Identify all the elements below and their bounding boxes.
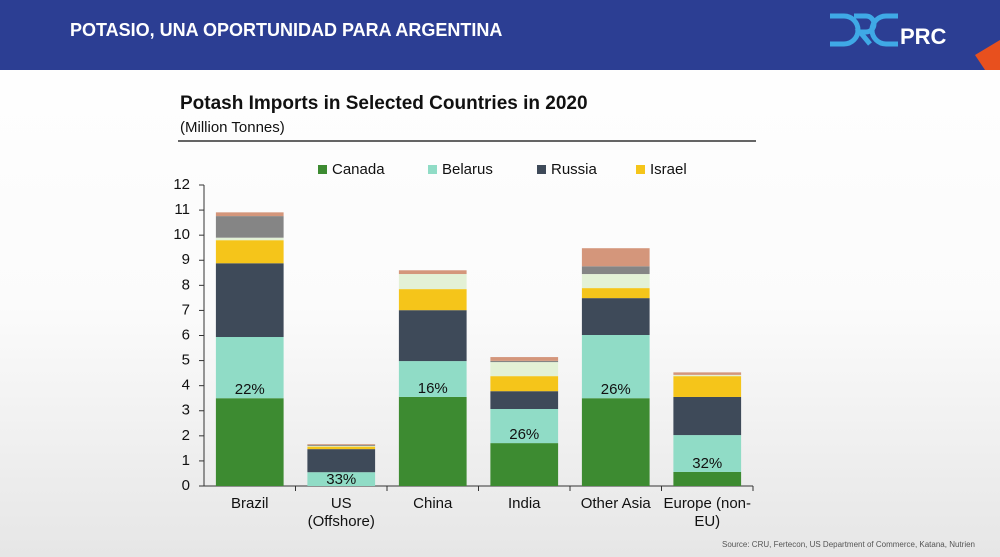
bar-segment — [673, 372, 742, 375]
x-tick-label: Brazil — [230, 495, 269, 512]
bar-segment — [581, 298, 650, 335]
bar-segment — [307, 445, 376, 447]
y-tick-label: 0 — [182, 477, 190, 494]
bar-segment — [307, 444, 376, 446]
bar-segment — [215, 212, 284, 217]
share-label: 32% — [692, 455, 722, 472]
logo-text: PRC — [900, 24, 947, 49]
bar-segment — [490, 357, 559, 361]
bar-segment — [490, 360, 559, 363]
y-tick-label: 7 — [182, 301, 190, 318]
bar-segment — [490, 443, 559, 486]
legend-label: Canada — [332, 161, 385, 178]
bar-segment — [581, 248, 650, 267]
y-tick-label: 11 — [174, 201, 190, 218]
y-tick-label: 10 — [173, 226, 190, 243]
bar-segment — [673, 435, 742, 472]
y-tick-label: 1 — [182, 452, 190, 469]
bar-segment — [398, 361, 467, 397]
bar-segment — [581, 334, 650, 399]
y-tick-label: 5 — [182, 352, 190, 369]
bar-segment — [307, 449, 376, 473]
y-tick-label: 8 — [182, 276, 190, 293]
x-tick-label: China — [413, 495, 453, 512]
bar-segment — [581, 288, 650, 299]
share-label: 16% — [418, 380, 448, 397]
legend-label: Belarus — [442, 161, 493, 178]
x-tick-label: Europe (non- EU) — [663, 495, 752, 530]
bar-segment — [307, 446, 376, 450]
legend-swatch — [428, 165, 437, 174]
x-tick-label: India — [507, 495, 541, 512]
bar-segment — [215, 398, 284, 486]
bar-segment — [215, 240, 284, 264]
bar-segment — [398, 310, 467, 362]
x-tick-label: Other Asia — [580, 495, 651, 512]
bar-segment — [673, 376, 742, 397]
bar-segment — [215, 337, 284, 399]
bar-segment — [398, 274, 467, 290]
share-label: 33% — [326, 471, 356, 488]
y-tick-label: 2 — [182, 427, 190, 444]
x-tick-label: US (Offshore) — [307, 495, 375, 530]
y-tick-label: 4 — [182, 377, 190, 394]
legend-label: Israel — [650, 161, 687, 178]
legend-label: Russia — [551, 161, 598, 178]
y-tick-label: 6 — [182, 326, 190, 343]
share-label: 26% — [601, 381, 631, 398]
bar-segment — [398, 289, 467, 311]
share-label: 22% — [235, 381, 265, 398]
bar-segment — [673, 374, 742, 377]
logo-mark — [830, 13, 898, 47]
bar-segment — [581, 398, 650, 486]
bar-segment — [398, 396, 467, 486]
legend-swatch — [636, 165, 645, 174]
bar-segment — [581, 266, 650, 275]
header-bar: POTASIO, UNA OPORTUNIDAD PARA ARGENTINA … — [0, 0, 1000, 70]
chart-title: Potash Imports in Selected Countries in … — [180, 93, 588, 114]
bar-segment — [673, 471, 742, 486]
bar-segment — [581, 274, 650, 289]
corner-accent — [975, 40, 1000, 70]
bar-segment — [215, 263, 284, 338]
bar-segment — [490, 362, 559, 377]
bar-segment — [490, 376, 559, 392]
bar-segment — [215, 216, 284, 238]
share-label: 26% — [509, 426, 539, 443]
y-tick-label: 3 — [182, 402, 190, 419]
bar-segment — [490, 391, 559, 409]
bar-segment — [490, 408, 559, 444]
bar-segment — [307, 472, 376, 486]
chart-subtitle: (Million Tonnes) — [180, 119, 285, 136]
bar-segment — [307, 444, 376, 445]
y-tick-label: 12 — [173, 176, 190, 193]
bar-segment — [398, 270, 467, 275]
bar-segment — [673, 396, 742, 436]
y-tick-label: 9 — [182, 251, 190, 268]
legend-swatch — [318, 165, 327, 174]
legend-swatch — [537, 165, 546, 174]
source-note: Source: CRU, Fertecon, US Department of … — [722, 540, 975, 549]
bar-segment — [215, 237, 284, 241]
header-title: POTASIO, UNA OPORTUNIDAD PARA ARGENTINA — [70, 20, 503, 40]
